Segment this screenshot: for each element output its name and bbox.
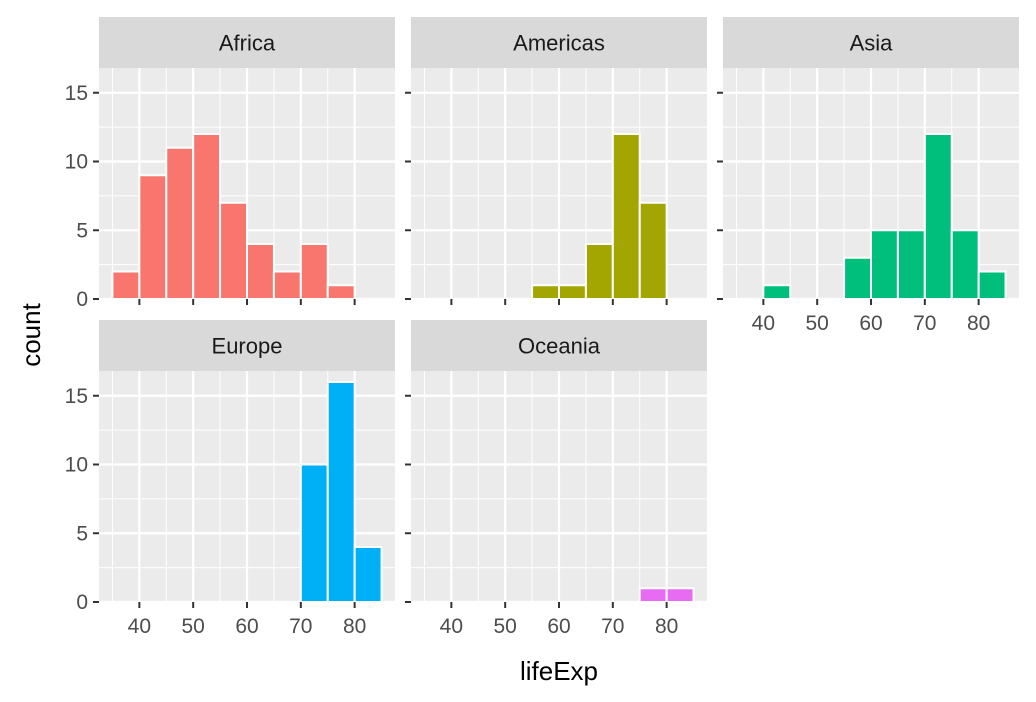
x-tick-label: 70 — [913, 312, 936, 335]
bar-asia-65 — [896, 229, 926, 300]
bar-asia-60 — [870, 229, 899, 300]
x-tick-label: 80 — [967, 312, 990, 335]
x-tick-label: 40 — [440, 615, 463, 638]
facet-label-oceania: Oceania — [518, 334, 601, 359]
x-tick-label: 70 — [289, 615, 312, 638]
bar-americas-70 — [611, 133, 641, 300]
bar-americas-65 — [584, 243, 614, 300]
x-tick-label: 50 — [494, 615, 517, 638]
facet-label-europe: Europe — [212, 334, 283, 359]
y-tick-label: 0 — [76, 591, 88, 614]
facet-label-americas: Americas — [513, 31, 605, 56]
bar-americas-55 — [531, 284, 560, 300]
bar-asia-80 — [977, 270, 1007, 300]
x-tick-label: 50 — [182, 615, 205, 638]
facet-strip-americas — [411, 17, 707, 68]
bar-africa-40 — [138, 174, 168, 300]
bar-asia-75 — [950, 229, 980, 300]
bar-europe-80 — [353, 546, 383, 603]
y-tick-label: 5 — [76, 522, 88, 545]
y-tick-label: 10 — [65, 454, 88, 477]
x-tick-label: 40 — [752, 312, 775, 335]
x-tick-label: 80 — [655, 615, 678, 638]
facet-label-asia: Asia — [850, 31, 894, 56]
facet-strip-oceania — [411, 320, 707, 371]
bar-africa-45 — [165, 146, 195, 300]
x-axis-title: lifeExp — [520, 656, 598, 686]
bar-africa-50 — [192, 133, 222, 300]
bar-asia-55 — [843, 256, 872, 300]
y-tick-label: 10 — [65, 151, 88, 174]
facet-strip-africa — [99, 17, 395, 68]
bar-africa-35 — [111, 270, 141, 300]
bar-africa-55 — [219, 201, 249, 300]
y-tick-label: 0 — [76, 288, 88, 311]
x-tick-label: 50 — [806, 312, 829, 335]
x-tick-label: 60 — [235, 615, 258, 638]
facet-asia: Asia 40 50 60 70 80 — [717, 17, 1019, 335]
x-tick-label: 40 — [128, 615, 151, 638]
bar-asia-70 — [923, 133, 953, 300]
x-tick-label: 60 — [859, 312, 882, 335]
bar-africa-65 — [272, 270, 302, 300]
facet-europe: Europe 40 50 60 70 80 0 5 10 15 — [65, 320, 395, 638]
facet-oceania: Oceania 40 50 60 70 80 — [405, 320, 707, 638]
facet-strip-asia — [723, 17, 1019, 68]
facet-label-africa: Africa — [219, 31, 276, 56]
y-axis-title: count — [16, 302, 46, 366]
facet-americas: Americas — [405, 17, 707, 305]
bar-africa-75 — [326, 284, 356, 300]
facet-africa: Africa 0 5 10 15 — [65, 17, 395, 311]
x-tick-label: 60 — [547, 615, 570, 638]
x-tick-label: 70 — [601, 615, 624, 638]
bar-africa-70 — [299, 243, 329, 300]
bar-oceania-75 — [638, 587, 668, 603]
bar-americas-60 — [558, 284, 587, 300]
y-tick-label: 15 — [65, 385, 88, 408]
bar-americas-75 — [638, 201, 668, 300]
y-tick-label: 5 — [76, 219, 88, 242]
bar-africa-60 — [246, 243, 275, 300]
y-tick-label: 15 — [65, 82, 88, 105]
bar-europe-75 — [326, 381, 356, 603]
bar-asia-40 — [762, 284, 792, 300]
bar-oceania-80 — [665, 587, 695, 603]
x-tick-label: 80 — [343, 615, 366, 638]
bar-europe-70 — [299, 463, 329, 603]
facet-strip-europe — [99, 320, 395, 371]
